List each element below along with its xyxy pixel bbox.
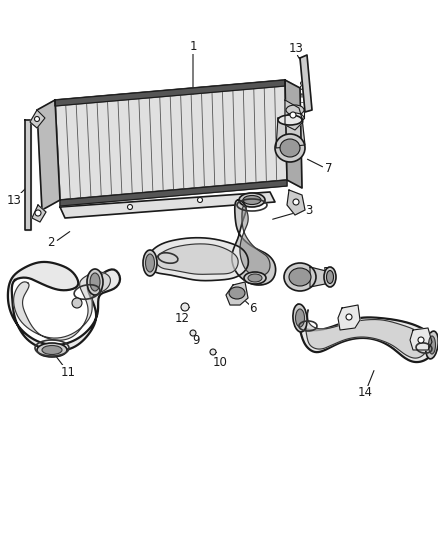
Polygon shape (32, 205, 46, 222)
Circle shape (72, 298, 82, 308)
Circle shape (418, 337, 424, 343)
Polygon shape (37, 100, 60, 210)
Ellipse shape (293, 304, 307, 332)
Polygon shape (310, 267, 330, 287)
Text: 5: 5 (322, 265, 329, 279)
Polygon shape (285, 80, 302, 188)
Ellipse shape (244, 272, 266, 284)
Ellipse shape (296, 309, 304, 327)
Text: 8: 8 (298, 79, 306, 93)
Text: 6: 6 (249, 302, 257, 314)
Polygon shape (8, 262, 120, 351)
Ellipse shape (87, 269, 103, 295)
Ellipse shape (181, 303, 189, 311)
Circle shape (290, 112, 296, 118)
Ellipse shape (243, 196, 261, 205)
Polygon shape (287, 190, 305, 215)
Ellipse shape (143, 250, 157, 276)
Text: 10: 10 (212, 356, 227, 368)
Text: 12: 12 (174, 311, 190, 325)
Polygon shape (148, 238, 248, 281)
Polygon shape (30, 110, 45, 128)
Polygon shape (55, 80, 285, 106)
Ellipse shape (280, 139, 300, 157)
Polygon shape (240, 206, 270, 276)
Polygon shape (285, 100, 303, 130)
Circle shape (346, 314, 352, 320)
Text: 11: 11 (60, 366, 75, 378)
Ellipse shape (190, 330, 196, 336)
Polygon shape (25, 120, 31, 230)
Text: 14: 14 (357, 386, 372, 400)
Polygon shape (55, 80, 287, 200)
Ellipse shape (275, 134, 305, 162)
Polygon shape (60, 192, 275, 218)
Text: 7: 7 (325, 161, 332, 174)
Polygon shape (410, 328, 432, 350)
Ellipse shape (428, 336, 435, 354)
Ellipse shape (210, 349, 216, 355)
Ellipse shape (286, 113, 304, 123)
Ellipse shape (239, 193, 265, 207)
Text: 1: 1 (189, 41, 197, 53)
Circle shape (293, 199, 299, 205)
Ellipse shape (278, 115, 302, 125)
Circle shape (35, 117, 39, 122)
Polygon shape (295, 305, 435, 362)
Polygon shape (14, 272, 110, 340)
Text: 9: 9 (192, 334, 200, 346)
Ellipse shape (326, 271, 333, 284)
Ellipse shape (37, 343, 67, 357)
Polygon shape (156, 244, 238, 274)
Polygon shape (338, 305, 360, 330)
Ellipse shape (229, 287, 245, 299)
Ellipse shape (426, 331, 438, 359)
Ellipse shape (324, 267, 336, 287)
Ellipse shape (42, 345, 62, 354)
Ellipse shape (284, 263, 316, 291)
Text: 13: 13 (289, 42, 304, 54)
Polygon shape (300, 55, 312, 112)
Ellipse shape (90, 273, 100, 291)
Circle shape (35, 210, 41, 216)
Circle shape (198, 198, 202, 203)
Polygon shape (232, 200, 276, 285)
Text: 4: 4 (181, 240, 189, 254)
Polygon shape (276, 118, 305, 148)
Ellipse shape (145, 254, 155, 272)
Polygon shape (60, 180, 287, 206)
Ellipse shape (248, 274, 262, 282)
Circle shape (127, 205, 133, 209)
Polygon shape (306, 310, 428, 358)
Ellipse shape (286, 105, 304, 115)
Text: 3: 3 (305, 204, 312, 216)
Ellipse shape (289, 268, 311, 286)
Text: 13: 13 (7, 193, 21, 206)
Polygon shape (226, 282, 248, 305)
Text: 2: 2 (47, 236, 55, 248)
